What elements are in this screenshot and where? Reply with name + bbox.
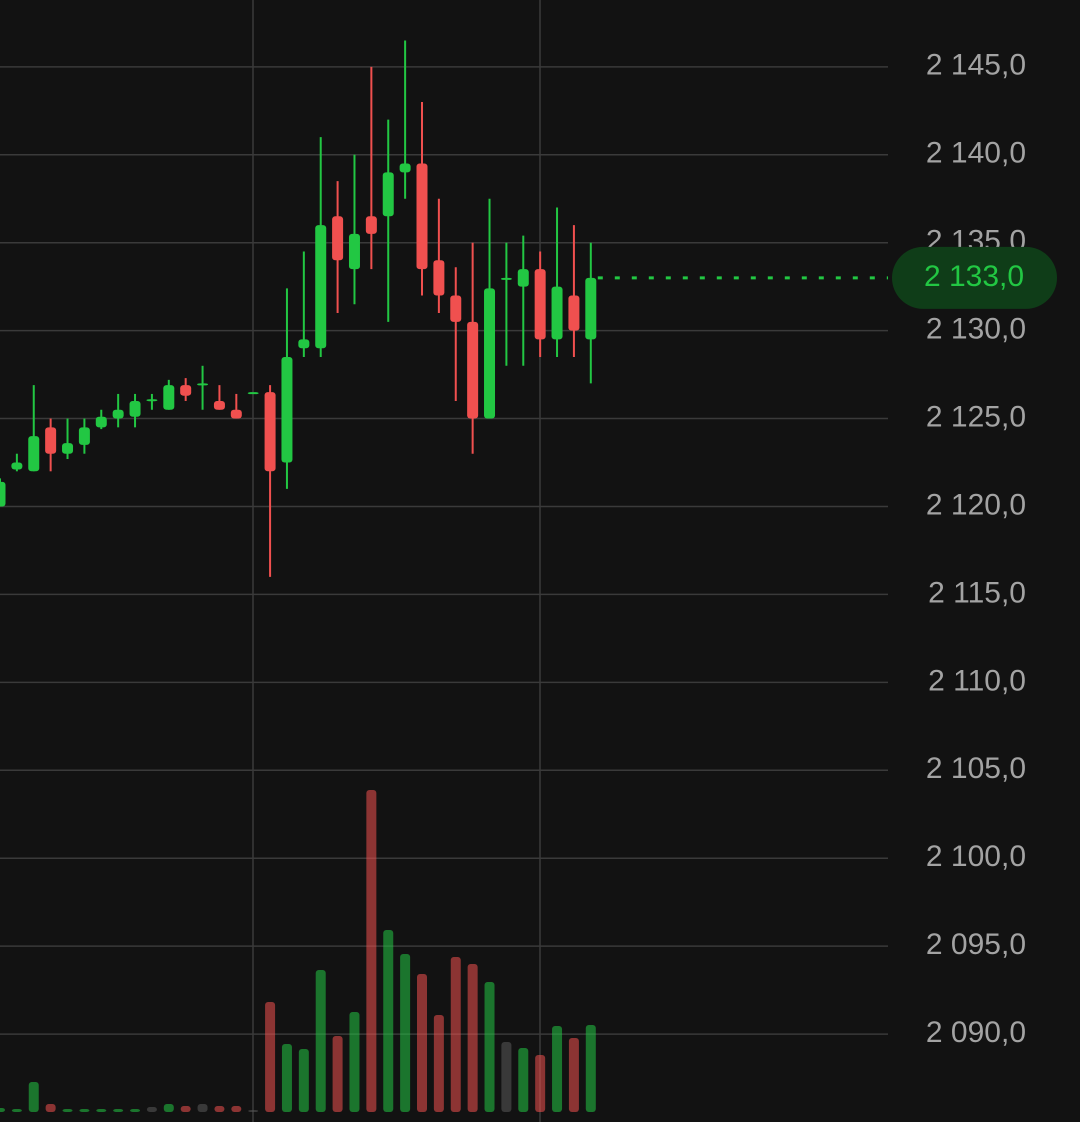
candle-body bbox=[348, 233, 360, 270]
candle-body bbox=[332, 216, 344, 261]
candle-body bbox=[11, 462, 23, 470]
volume-bar bbox=[450, 957, 461, 1112]
volume-bar bbox=[501, 1042, 512, 1112]
candle-body bbox=[180, 385, 192, 396]
volume-bar bbox=[349, 1012, 360, 1112]
candle-body bbox=[585, 277, 597, 340]
volume-bar bbox=[366, 790, 377, 1112]
y-tick-label: 2 095,0 bbox=[926, 928, 1026, 961]
volume-bar bbox=[568, 1038, 579, 1112]
y-tick-label: 2 100,0 bbox=[926, 840, 1026, 873]
volume-bar bbox=[518, 1048, 529, 1112]
candle-body bbox=[450, 295, 462, 322]
volume-bar bbox=[265, 1002, 276, 1112]
candle-body bbox=[62, 443, 74, 454]
last-price-pill bbox=[892, 246, 1057, 309]
candle-body bbox=[399, 163, 411, 173]
candle-body bbox=[416, 163, 428, 270]
volume-bar bbox=[315, 970, 326, 1112]
candle-body bbox=[534, 269, 546, 340]
volume-bar bbox=[45, 1104, 56, 1112]
volume-bar bbox=[535, 1055, 546, 1112]
candle-body bbox=[95, 416, 107, 428]
candle-body bbox=[28, 436, 40, 472]
volume-bar bbox=[484, 982, 495, 1112]
candles bbox=[0, 40, 597, 577]
candle-body bbox=[298, 339, 310, 349]
y-tick-label: 2 120,0 bbox=[926, 488, 1026, 521]
candle-body bbox=[467, 321, 479, 419]
volume-bar bbox=[180, 1106, 191, 1112]
volume-bar bbox=[248, 1110, 259, 1112]
candle-body bbox=[264, 392, 276, 472]
candle-body bbox=[78, 427, 90, 445]
volume-bar bbox=[433, 1015, 444, 1112]
candle-body bbox=[0, 481, 6, 507]
y-tick-label: 2 115,0 bbox=[928, 576, 1026, 609]
candle-body bbox=[247, 392, 259, 395]
y-tick-label: 2 130,0 bbox=[926, 313, 1026, 346]
candle-body bbox=[230, 409, 242, 419]
candle-body bbox=[500, 277, 512, 280]
candle-body bbox=[45, 427, 57, 454]
y-tick-label: 2 125,0 bbox=[926, 400, 1026, 433]
candle-body bbox=[382, 172, 394, 217]
volume-bar bbox=[231, 1106, 242, 1112]
y-tick-label: 2 140,0 bbox=[926, 137, 1026, 170]
volume-bar bbox=[0, 1108, 5, 1112]
volume-bar bbox=[62, 1109, 73, 1112]
volume-bar bbox=[163, 1104, 174, 1112]
candle-body bbox=[197, 383, 209, 386]
y-tick-label: 2 090,0 bbox=[926, 1016, 1026, 1049]
volume-bar bbox=[417, 974, 427, 1112]
volume-bar bbox=[130, 1109, 141, 1112]
volume-pane bbox=[0, 790, 596, 1112]
y-tick-label: 2 145,0 bbox=[926, 49, 1026, 82]
candle-body bbox=[281, 357, 293, 463]
volume-bar bbox=[146, 1107, 157, 1112]
last-price-label: 2 133,0 bbox=[924, 260, 1024, 293]
volume-bar bbox=[28, 1082, 39, 1112]
y-tick-label: 2 105,0 bbox=[926, 752, 1026, 785]
volume-bar bbox=[467, 964, 478, 1112]
volume-bar bbox=[383, 930, 394, 1112]
volume-bar bbox=[298, 1049, 309, 1112]
grid bbox=[0, 66, 888, 1035]
volume-bar bbox=[96, 1109, 107, 1112]
volume-bar bbox=[214, 1106, 225, 1112]
volume-bar bbox=[552, 1026, 563, 1112]
candle-body bbox=[112, 409, 124, 419]
candle-body bbox=[568, 295, 580, 331]
volume-bar bbox=[281, 1044, 292, 1112]
volume-bar bbox=[400, 954, 411, 1112]
candle-body bbox=[517, 269, 529, 287]
volume-bar bbox=[113, 1109, 124, 1112]
candle-body bbox=[433, 260, 445, 296]
candle-body bbox=[365, 216, 377, 234]
candle-body bbox=[129, 400, 141, 417]
volume-bar bbox=[332, 1036, 343, 1112]
candle-body bbox=[146, 399, 158, 402]
y-tick-label: 2 110,0 bbox=[928, 664, 1026, 697]
candle-body bbox=[484, 288, 496, 419]
candle-body bbox=[315, 225, 327, 349]
y-axis: 2 090,0 2 095,0 2 100,0 2 105,0 2 110,0 2 115… bbox=[926, 49, 1026, 1049]
volume-bar bbox=[197, 1104, 208, 1112]
volume-bar bbox=[585, 1025, 596, 1112]
volume-bar bbox=[11, 1109, 22, 1112]
candle-body bbox=[163, 385, 175, 410]
volume-bar bbox=[79, 1109, 90, 1112]
candle-body bbox=[213, 400, 225, 410]
candle-body bbox=[551, 286, 563, 340]
last-price: 2 133,0 bbox=[597, 246, 1057, 309]
